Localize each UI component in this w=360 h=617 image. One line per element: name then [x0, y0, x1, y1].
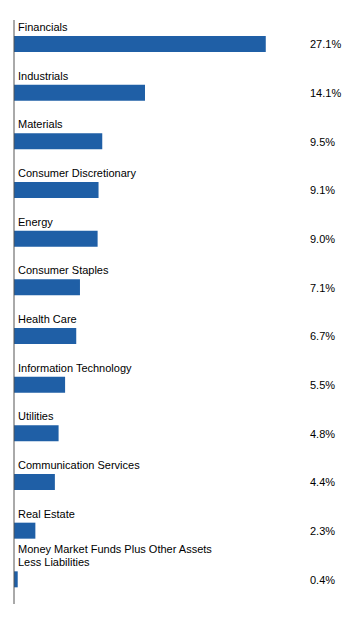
- svg-text:Money Market Funds Plus Other: Money Market Funds Plus Other AssetsLess…: [18, 543, 212, 568]
- svg-text:Real Estate: Real Estate: [18, 508, 75, 520]
- svg-text:6.7%: 6.7%: [310, 330, 335, 342]
- svg-text:Industrials: Industrials: [18, 70, 69, 82]
- svg-text:Information Technology: Information Technology: [18, 362, 132, 374]
- svg-text:9.5%: 9.5%: [310, 136, 335, 148]
- svg-text:Materials: Materials: [18, 118, 63, 130]
- svg-text:9.1%: 9.1%: [310, 184, 335, 196]
- svg-text:Utilities: Utilities: [18, 410, 54, 422]
- svg-text:27.1%: 27.1%: [310, 38, 341, 50]
- svg-text:Financials: Financials: [18, 21, 68, 33]
- svg-text:5.5%: 5.5%: [310, 379, 335, 391]
- svg-text:2.3%: 2.3%: [310, 525, 335, 537]
- svg-text:4.8%: 4.8%: [310, 428, 335, 440]
- svg-text:Consumer Staples: Consumer Staples: [18, 264, 109, 276]
- svg-text:7.1%: 7.1%: [310, 282, 335, 294]
- svg-text:4.4%: 4.4%: [310, 476, 335, 488]
- svg-text:14.1%: 14.1%: [310, 87, 341, 99]
- svg-text:Energy: Energy: [18, 216, 53, 228]
- svg-text:Health Care: Health Care: [18, 313, 77, 325]
- svg-text:Communication Services: Communication Services: [18, 459, 140, 471]
- svg-text:0.4%: 0.4%: [310, 574, 335, 586]
- svg-text:9.0%: 9.0%: [310, 233, 335, 245]
- svg-text:Consumer Discretionary: Consumer Discretionary: [18, 167, 136, 179]
